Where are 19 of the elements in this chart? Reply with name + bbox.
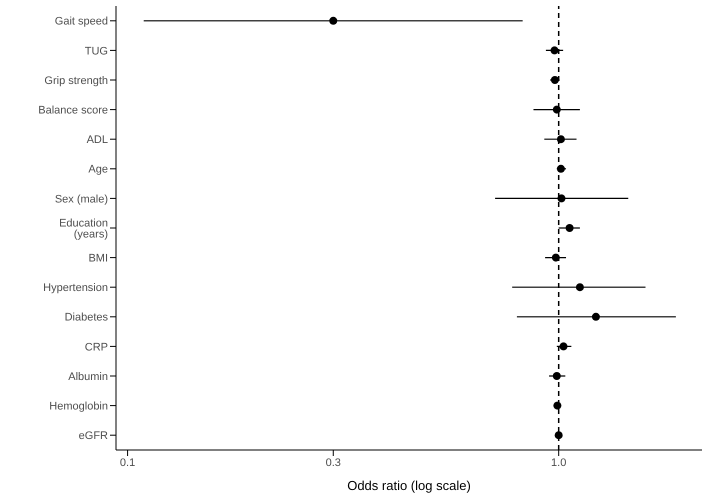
y-tick-label: Diabetes bbox=[64, 312, 108, 324]
y-tick-label: TUG bbox=[84, 45, 108, 58]
y-tick-label: Albumin bbox=[68, 370, 108, 383]
y-tick-label: Grip strength bbox=[44, 74, 108, 87]
x-tick-label: 1.0 bbox=[551, 456, 566, 469]
y-tick-label: CRP bbox=[84, 341, 108, 354]
y-tick-label: Hypertension bbox=[43, 282, 108, 294]
x-axis-title: Odds ratio (log scale) bbox=[347, 478, 471, 493]
x-tick-label: 0.1 bbox=[120, 456, 136, 469]
y-tick-label: Balance score bbox=[38, 104, 108, 117]
y-tick-label: Gait speed bbox=[54, 16, 108, 28]
y-tick-label: Age bbox=[88, 164, 108, 176]
y-tick-label: Sex (male) bbox=[54, 193, 108, 206]
y-tick-label: eGFR bbox=[78, 430, 108, 442]
y-tick-label: ADL bbox=[86, 134, 108, 146]
y-tick-label: Education (years) bbox=[59, 217, 108, 240]
y-tick-label: Hemoglobin bbox=[49, 400, 108, 413]
y-tick-label: BMI bbox=[88, 252, 108, 265]
x-tick-label: 0.3 bbox=[326, 456, 341, 469]
